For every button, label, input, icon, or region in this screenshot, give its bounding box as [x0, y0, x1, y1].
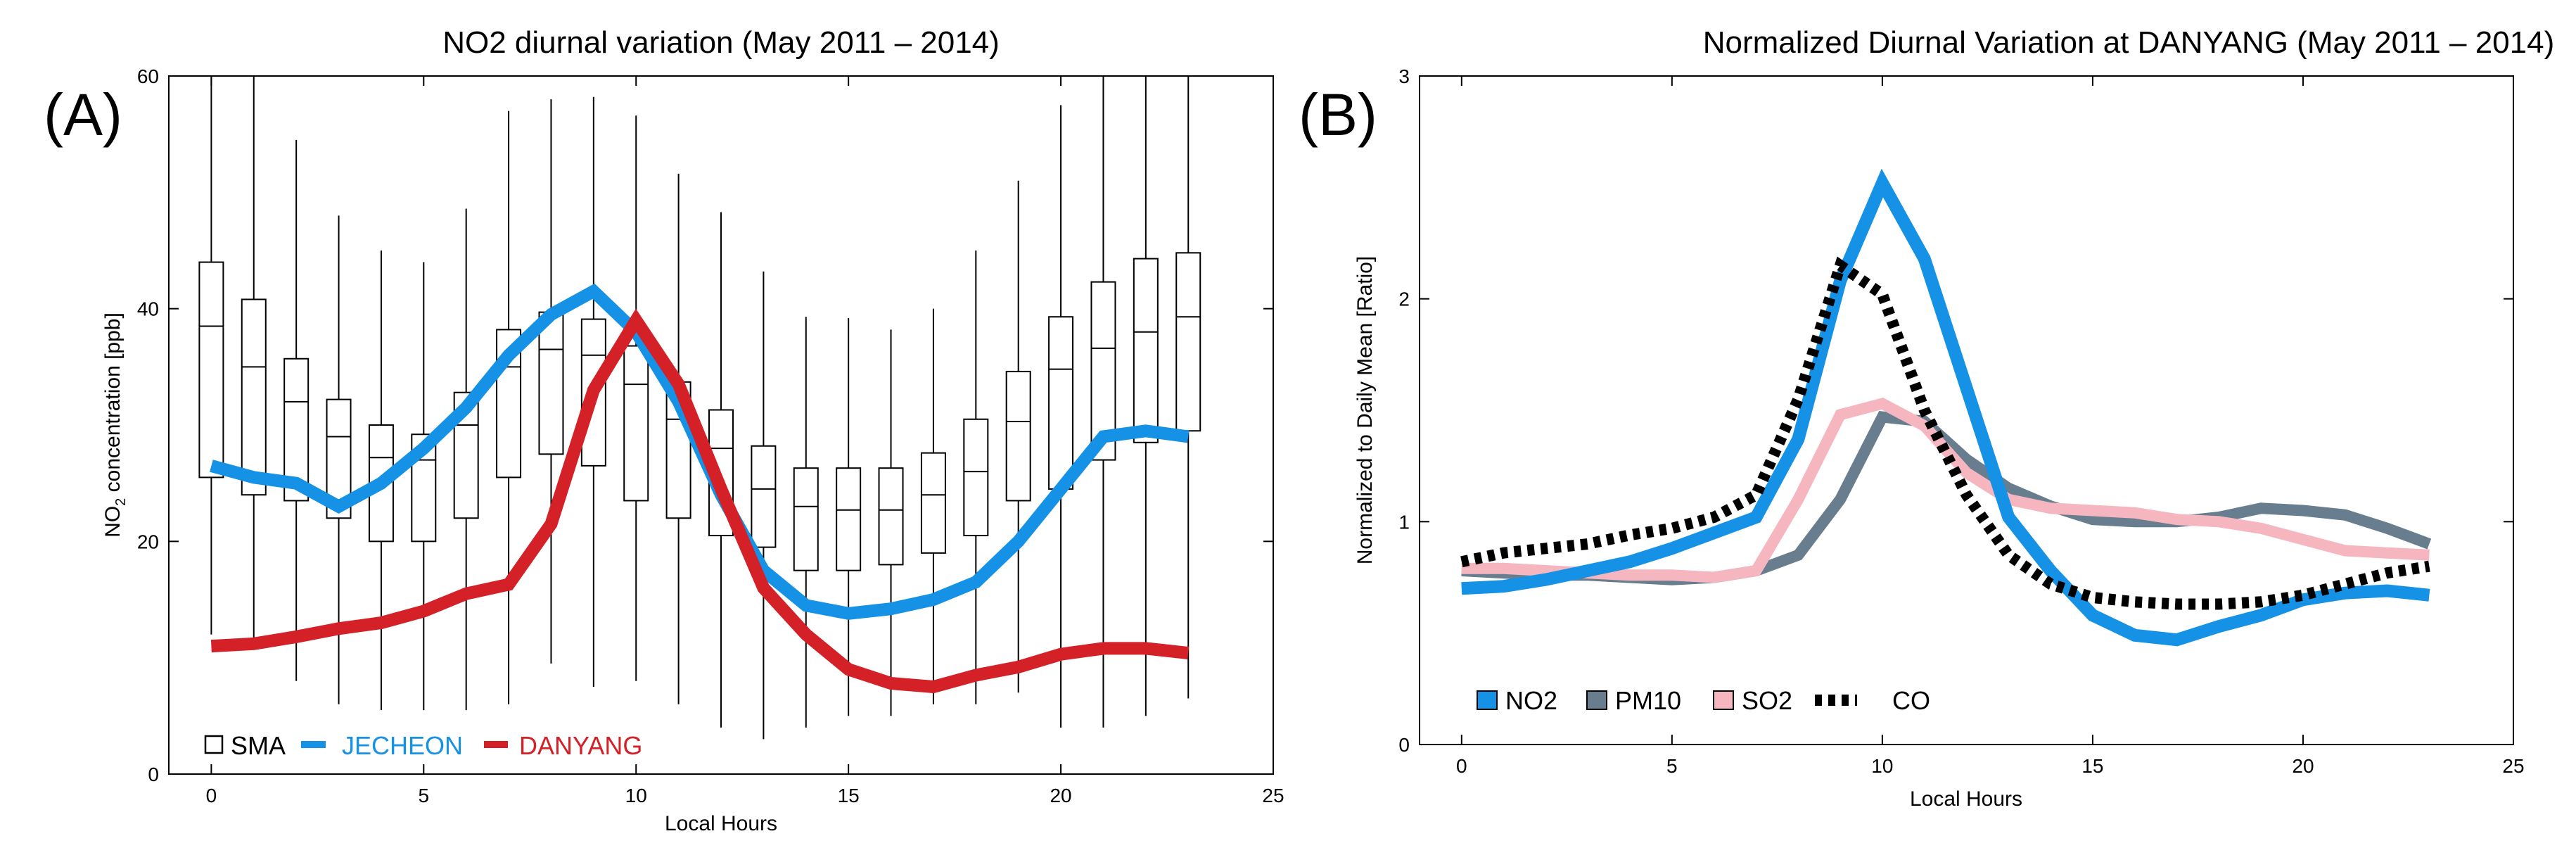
sma-box	[241, 298, 267, 496]
sma-box	[453, 391, 479, 519]
panel-a: (A) NO2 diurnal variation (May 2011 – 20…	[44, 25, 1284, 835]
sma-box	[836, 467, 862, 571]
legend-sma-swatch	[204, 735, 224, 754]
panel-a-ytick-label: 20	[137, 531, 159, 552]
panel-a-ylabel-main: NO	[101, 506, 125, 538]
panel-b-legend: NO2 PM10 SO2 CO	[1477, 686, 1930, 715]
sma-box	[1090, 281, 1116, 461]
co-line	[1460, 256, 2430, 610]
sma-box	[963, 418, 989, 537]
panel-a-xtick-label: 10	[625, 785, 647, 806]
panel-b-xtick-label: 5	[1666, 755, 1678, 777]
panel-a-ytick-label: 0	[148, 764, 159, 785]
panel-a-xtick-label: 5	[419, 785, 430, 806]
panel-a-ylabel: NO2 concentration [ppb]	[101, 312, 129, 538]
panel-a-ytick-label: 40	[137, 298, 159, 320]
panel-b-ytick-label: 2	[1398, 289, 1410, 310]
no2-line	[1461, 168, 2430, 647]
panel-b: (B) Normalized Diurnal Variation at DANY…	[1299, 25, 2554, 811]
sma-box	[198, 261, 224, 479]
sma-box	[751, 445, 777, 548]
panel-a-ylabel-sub: 2	[113, 498, 129, 506]
panel-a-xtick-label: 0	[206, 785, 217, 806]
legend-jecheon-label: JECHEON	[342, 731, 463, 760]
panel-b-xlabel: Local Hours	[1910, 787, 2022, 811]
sma-box	[580, 318, 606, 467]
panel-a-title: NO2 diurnal variation (May 2011 – 2014)	[442, 25, 1000, 60]
sma-box	[1005, 370, 1031, 502]
panel-a-xtick-label: 20	[1050, 785, 1071, 806]
panel-a-xtick-label: 15	[838, 785, 860, 806]
legend-co-label: CO	[1892, 686, 1930, 715]
sma-box	[283, 357, 310, 502]
panel-b-xtick-label: 20	[2292, 755, 2314, 777]
legend-so2-swatch	[1713, 690, 1734, 710]
panel-a-ylabel-rest: concentration [ppb]	[101, 312, 125, 498]
panel-a-plot-frame	[168, 75, 1274, 775]
panel-b-letter: (B)	[1299, 82, 1377, 148]
sma-box	[1133, 258, 1159, 443]
legend-pm10-swatch	[1586, 690, 1607, 710]
panel-b-ticks: 0 5 10 15 20 25 0 1 2 3	[1398, 65, 2524, 777]
panel-b-plot-frame	[1419, 75, 2514, 745]
panel-a-series	[210, 283, 1190, 694]
panel-a-letter: (A)	[44, 82, 122, 148]
sma-box	[793, 467, 819, 571]
panel-b-ytick-label: 3	[1398, 65, 1410, 87]
danyang-line	[210, 308, 1190, 694]
legend-danyang-label: DANYANG	[519, 731, 642, 760]
panel-a-xlabel: Local Hours	[665, 812, 777, 835]
panel-b-xtick-label: 25	[2502, 755, 2524, 777]
panel-b-xtick-label: 15	[2081, 755, 2103, 777]
panel-b-series	[1460, 168, 2432, 647]
panel-a-ytick-label: 60	[137, 65, 159, 87]
legend-sma-label: SMA	[231, 731, 286, 760]
legend-so2-label: SO2	[1742, 686, 1792, 715]
panel-a-legend: SMA JECHEON DANYANG	[204, 731, 642, 760]
sma-box	[411, 433, 437, 543]
sma-box	[623, 345, 649, 502]
panel-b-title: Normalized Diurnal Variation at DANYANG …	[1703, 25, 2555, 60]
panel-b-xtick-label: 10	[1871, 755, 1893, 777]
panel-b-ylabel: Normalized to Daily Mean [Ratio]	[1353, 256, 1377, 565]
sma-box	[496, 329, 522, 479]
sma-box	[326, 398, 352, 519]
legend-no2-swatch	[1477, 690, 1498, 710]
panel-b-ytick-label: 0	[1398, 734, 1410, 756]
panel-b-xtick-label: 0	[1456, 755, 1467, 777]
sma-box	[878, 467, 904, 566]
sma-box	[920, 452, 946, 554]
legend-no2-label: NO2	[1505, 686, 1557, 715]
panel-a-ticks: 0 5 10 15 20 25 0 20 40 60	[137, 65, 1284, 806]
panel-a-xtick-label: 25	[1262, 785, 1284, 806]
panel-b-ytick-label: 1	[1398, 511, 1410, 533]
legend-pm10-label: PM10	[1615, 686, 1681, 715]
